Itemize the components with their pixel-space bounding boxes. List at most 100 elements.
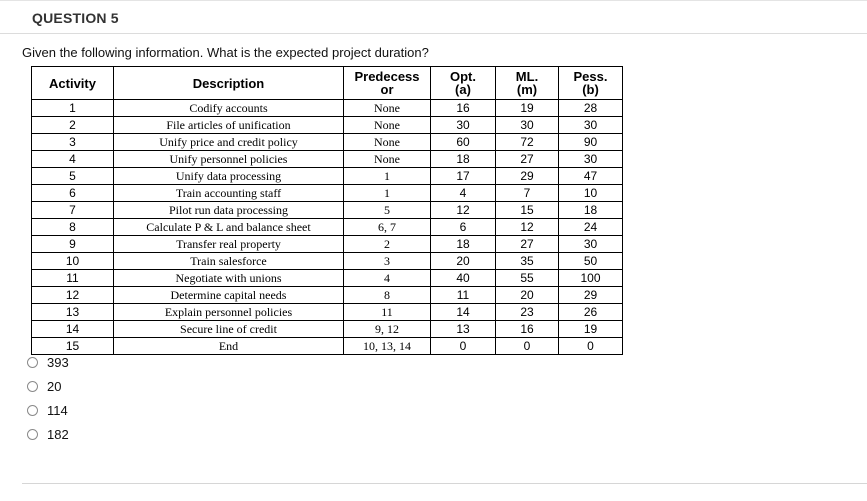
- header-divider: [0, 33, 867, 34]
- cell-pessimistic: 26: [558, 303, 623, 321]
- cell-optimistic: 12: [430, 201, 496, 219]
- cell-most-likely: 30: [495, 116, 559, 134]
- cell-activity: 9: [31, 235, 114, 253]
- answer-option[interactable]: 182: [27, 422, 69, 446]
- cell-description: Secure line of credit: [113, 320, 344, 338]
- cell-predecessor: 11: [343, 303, 431, 321]
- cell-predecessor: 10, 13, 14: [343, 337, 431, 355]
- top-divider: [0, 0, 867, 1]
- cell-description: End: [113, 337, 344, 355]
- header-description-label: Description: [192, 75, 265, 91]
- table-row: 11 Negotiate with unions 4 40 55 100: [31, 269, 623, 287]
- answer-options: 393 20 114 182: [27, 350, 69, 446]
- cell-activity: 3: [31, 133, 114, 151]
- cell-optimistic: 40: [430, 269, 496, 287]
- answer-option[interactable]: 20: [27, 374, 69, 398]
- cell-most-likely: 72: [495, 133, 559, 151]
- answer-option-label: 393: [47, 354, 69, 370]
- cell-activity: 11: [31, 269, 114, 287]
- header-predecessor: Predecess or: [343, 66, 431, 100]
- cell-pessimistic: 30: [558, 150, 623, 168]
- table-row: 2 File articles of unification None 30 30 30: [31, 116, 623, 134]
- cell-description: Negotiate with unions: [113, 269, 344, 287]
- radio-button[interactable]: [27, 356, 38, 368]
- bottom-divider: [22, 483, 867, 484]
- cell-activity: 12: [31, 286, 114, 304]
- cell-most-likely: 15: [495, 201, 559, 219]
- cell-activity: 5: [31, 167, 114, 185]
- radio-button[interactable]: [27, 380, 38, 392]
- cell-most-likely: 16: [495, 320, 559, 338]
- header-most-likely: ML. (m): [495, 66, 559, 100]
- cell-description: Train salesforce: [113, 252, 344, 270]
- cell-pessimistic: 47: [558, 167, 623, 185]
- cell-predecessor: None: [343, 150, 431, 168]
- answer-option-label: 114: [47, 402, 68, 418]
- cell-description: File articles of unification: [113, 116, 344, 134]
- answer-option[interactable]: 114: [27, 398, 69, 422]
- cell-optimistic: 11: [430, 286, 496, 304]
- cell-description: Determine capital needs: [113, 286, 344, 304]
- cell-activity: 14: [31, 320, 114, 338]
- cell-description: Unify data processing: [113, 167, 344, 185]
- cell-optimistic: 14: [430, 303, 496, 321]
- cell-most-likely: 29: [495, 167, 559, 185]
- cell-pessimistic: 24: [558, 218, 623, 236]
- header-predecessor-line2: or: [380, 82, 394, 97]
- cell-optimistic: 6: [430, 218, 496, 236]
- cell-pessimistic: 29: [558, 286, 623, 304]
- cell-activity: 6: [31, 184, 114, 202]
- answer-option-label: 20: [47, 378, 62, 394]
- question-header: QUESTION 5: [0, 0, 867, 33]
- cell-optimistic: 13: [430, 320, 496, 338]
- cell-optimistic: 20: [430, 252, 496, 270]
- radio-button[interactable]: [27, 404, 38, 416]
- cell-pessimistic: 50: [558, 252, 623, 270]
- cell-optimistic: 18: [430, 235, 496, 253]
- cell-description: Calculate P & L and balance sheet: [113, 218, 344, 236]
- cell-activity: 2: [31, 116, 114, 134]
- cell-predecessor: 6, 7: [343, 218, 431, 236]
- activity-table: Activity Description Predecess or Opt. (a)…: [31, 66, 623, 355]
- table-row: 13 Explain personnel policies 11 14 23 26: [31, 303, 623, 321]
- table-row: 14 Secure line of credit 9, 12 13 16 19: [31, 320, 623, 338]
- cell-predecessor: None: [343, 99, 431, 117]
- cell-most-likely: 7: [495, 184, 559, 202]
- answer-option-label: 182: [47, 426, 69, 442]
- cell-description: Unify price and credit policy: [113, 133, 344, 151]
- cell-most-likely: 19: [495, 99, 559, 117]
- table-row: 15 End 10, 13, 14 0 0 0: [31, 337, 623, 355]
- question-title: QUESTION 5: [32, 10, 119, 26]
- table-body: 1 Codify accounts None 16 19 28 2 File articles…: [31, 99, 623, 355]
- table-row: 12 Determine capital needs 8 11 20 29: [31, 286, 623, 304]
- cell-activity: 1: [31, 99, 114, 117]
- cell-pessimistic: 28: [558, 99, 623, 117]
- cell-most-likely: 12: [495, 218, 559, 236]
- cell-description: Unify personnel policies: [113, 150, 344, 168]
- cell-description: Transfer real property: [113, 235, 344, 253]
- table-row: 7 Pilot run data processing 5 12 15 18: [31, 201, 623, 219]
- cell-pessimistic: 30: [558, 116, 623, 134]
- radio-button[interactable]: [27, 428, 38, 440]
- table-row: 9 Transfer real property 2 18 27 30: [31, 235, 623, 253]
- cell-description: Train accounting staff: [113, 184, 344, 202]
- header-opt-line2: (a): [455, 82, 471, 97]
- header-activity-label: Activity: [49, 75, 96, 91]
- cell-most-likely: 23: [495, 303, 559, 321]
- cell-predecessor: 5: [343, 201, 431, 219]
- cell-most-likely: 35: [495, 252, 559, 270]
- answer-option[interactable]: 393: [27, 350, 69, 374]
- question-prompt: Given the following information. What is…: [22, 45, 429, 60]
- cell-activity: 7: [31, 201, 114, 219]
- cell-predecessor: 1: [343, 167, 431, 185]
- header-activity: Activity: [31, 66, 114, 100]
- cell-optimistic: 17: [430, 167, 496, 185]
- header-predecessor-line1: Predecess: [354, 69, 420, 84]
- header-pess-line2: (b): [582, 82, 599, 97]
- cell-activity: 13: [31, 303, 114, 321]
- cell-activity: 8: [31, 218, 114, 236]
- cell-pessimistic: 18: [558, 201, 623, 219]
- cell-most-likely: 20: [495, 286, 559, 304]
- cell-description: Explain personnel policies: [113, 303, 344, 321]
- table-row: 3 Unify price and credit policy None 60 72 90: [31, 133, 623, 151]
